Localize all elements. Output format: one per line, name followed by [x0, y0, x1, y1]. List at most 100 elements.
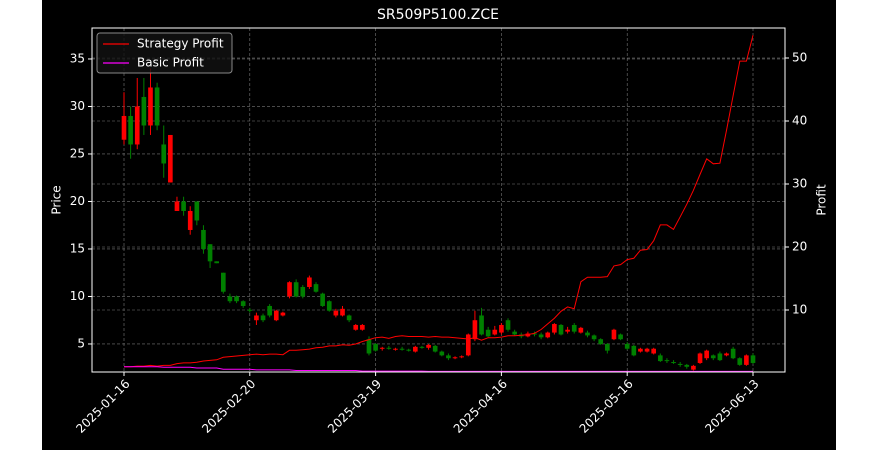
y2-tick-label: 20: [792, 240, 807, 254]
candle-body: [432, 345, 438, 352]
candle-body: [399, 348, 405, 350]
candle-body: [413, 346, 418, 352]
candle-body: [148, 87, 153, 126]
candle-body: [585, 332, 590, 336]
candle-body: [313, 284, 319, 292]
candle-body: [730, 348, 736, 359]
candle-body: [300, 286, 306, 297]
y2-tick-label: 10: [792, 303, 807, 317]
candle-body: [605, 343, 610, 351]
candle-body: [558, 324, 564, 335]
candle-body: [174, 201, 180, 211]
candle-body: [293, 282, 299, 297]
y-tick-label: 25: [70, 146, 85, 160]
profit-line: [124, 366, 753, 372]
candle-body: [465, 334, 471, 356]
candle-body: [273, 310, 279, 321]
candle-body: [220, 272, 226, 292]
candle-body: [194, 201, 200, 221]
candle-body: [439, 351, 445, 356]
candle-body: [260, 315, 266, 321]
candle-body: [121, 115, 127, 140]
candle-body: [644, 348, 650, 352]
y-tick-label: 10: [70, 289, 85, 303]
candle-body: [141, 96, 147, 126]
candle-body: [307, 277, 312, 287]
candle-body: [386, 347, 392, 349]
candle-body: [611, 329, 617, 340]
y-tick-label: 30: [70, 99, 85, 113]
legend-label: Basic Profit: [137, 56, 204, 70]
candle-body: [750, 355, 756, 363]
candle-body: [234, 296, 239, 302]
candle-body: [333, 310, 339, 316]
candle-body: [452, 357, 458, 359]
candle-body: [571, 324, 577, 332]
candle-body: [671, 362, 676, 364]
candle-body: [664, 360, 670, 362]
candle-body: [187, 210, 193, 230]
legend-label: Strategy Profit: [137, 37, 224, 51]
candle-body: [598, 339, 604, 344]
candle-body: [419, 346, 425, 348]
candle-body: [346, 315, 352, 321]
candle-body: [737, 358, 743, 365]
candle-body: [472, 320, 478, 340]
candle-body: [254, 315, 259, 321]
candle-body: [638, 348, 643, 352]
candle-body: [677, 363, 683, 365]
candle-body: [538, 334, 544, 338]
candle-body: [214, 261, 220, 264]
candle-body: [624, 343, 630, 349]
candle-body: [247, 309, 253, 311]
candle-body: [565, 329, 570, 332]
candle-body: [704, 350, 709, 359]
candle-body: [499, 324, 504, 333]
candle-body: [287, 282, 292, 297]
candle-body: [360, 324, 365, 330]
candle-body: [459, 356, 464, 358]
candle-body: [379, 347, 385, 349]
candle-body: [161, 144, 167, 164]
y-tick-label: 15: [70, 241, 85, 255]
legend: Strategy Profit Basic Profit: [96, 32, 233, 74]
candle-body: [717, 353, 723, 361]
figure-background: [42, 0, 836, 450]
candle-body: [744, 355, 749, 365]
legend-box: [96, 32, 233, 74]
y2-tick-label: 50: [792, 50, 807, 64]
candle-body: [326, 301, 332, 311]
y2-axis-label: Profit: [815, 184, 829, 216]
candle-body: [532, 333, 537, 335]
candle-body: [724, 353, 729, 356]
candle-body: [134, 106, 140, 145]
candle-body: [154, 87, 160, 126]
y-tick-label: 35: [70, 51, 85, 65]
candle-body: [485, 329, 491, 337]
candle-body: [240, 301, 246, 306]
candle-body: [426, 344, 431, 348]
candle-body: [267, 305, 272, 316]
candle-body: [545, 332, 551, 338]
candle-body: [651, 348, 657, 354]
candle-body: [631, 345, 637, 356]
candle-body: [227, 296, 233, 302]
candle-body: [446, 355, 451, 359]
candle-body: [505, 320, 511, 330]
candle-body: [128, 115, 133, 145]
candle-body: [591, 335, 597, 340]
candle-body: [168, 134, 173, 183]
chart-title: SR509P5100.ZCE: [377, 7, 499, 23]
candle-body: [353, 324, 359, 330]
y2-tick-label: 30: [792, 176, 807, 190]
y2-tick-label: 40: [792, 113, 807, 127]
y-tick-label: 5: [77, 336, 85, 350]
candle-body: [280, 312, 286, 316]
candle-body: [657, 355, 663, 362]
candle-body: [710, 355, 716, 359]
candle-body: [552, 324, 557, 333]
candle-body: [320, 293, 325, 306]
candle-body: [512, 331, 517, 335]
